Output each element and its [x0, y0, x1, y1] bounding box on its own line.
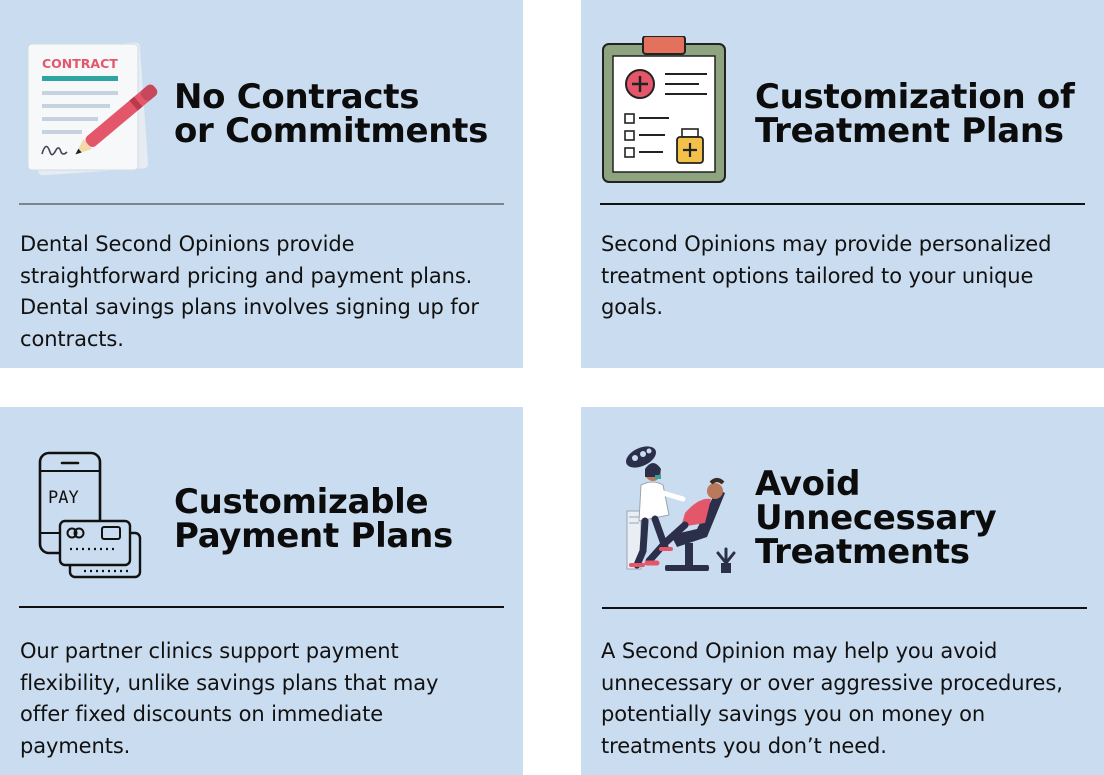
card-title: Customizable Payment Plans [174, 485, 453, 553]
title-line: Customization of [755, 77, 1075, 117]
card-no-contracts: CONTRACT No Contracts or Commitments Den… [0, 0, 523, 368]
title-line: No Contracts [174, 77, 420, 117]
card-title: No Contracts or Commitments [174, 80, 488, 148]
title-line: or Commitments [174, 111, 489, 151]
card-title: Customization of Treatment Plans [755, 77, 1075, 151]
card-description: Second Opinions may provide personalized… [601, 232, 1052, 319]
title-line: Customizable [174, 482, 429, 522]
card-description: A Second Opinion may help you avoid unne… [601, 639, 1063, 758]
phone-payment-card-icon: PAY [38, 451, 142, 579]
title-line: Unnecessary [755, 498, 997, 538]
title-line: Avoid [755, 464, 861, 504]
card-customization: Customization of Treatment Plans Second … [581, 0, 1104, 368]
contract-icon-label: CONTRACT [42, 56, 118, 71]
divider [19, 203, 504, 205]
title-line: Payment Plans [174, 516, 453, 556]
dentist-patient-icon [626, 446, 736, 573]
divider [602, 607, 1087, 609]
pay-icon-label: PAY [48, 488, 79, 508]
card-title: Avoid Unnecessary Treatments [755, 464, 997, 572]
card-payment-plans: PAY Customizable Payment Plans Our partn… [0, 407, 523, 775]
clipboard-treatment-plan-icon [602, 36, 726, 183]
title-line: Treatments [755, 532, 970, 572]
card-description: Our partner clinics support payment flex… [20, 639, 439, 758]
card-description: Dental Second Opinions provide straightf… [20, 232, 479, 351]
contract-pen-icon: CONTRACT [27, 42, 158, 176]
title-line: Treatment Plans [755, 111, 1064, 151]
card-avoid-treatments: Avoid Unnecessary Treatments A Second Op… [581, 407, 1104, 775]
divider [19, 606, 504, 608]
divider [600, 203, 1085, 205]
